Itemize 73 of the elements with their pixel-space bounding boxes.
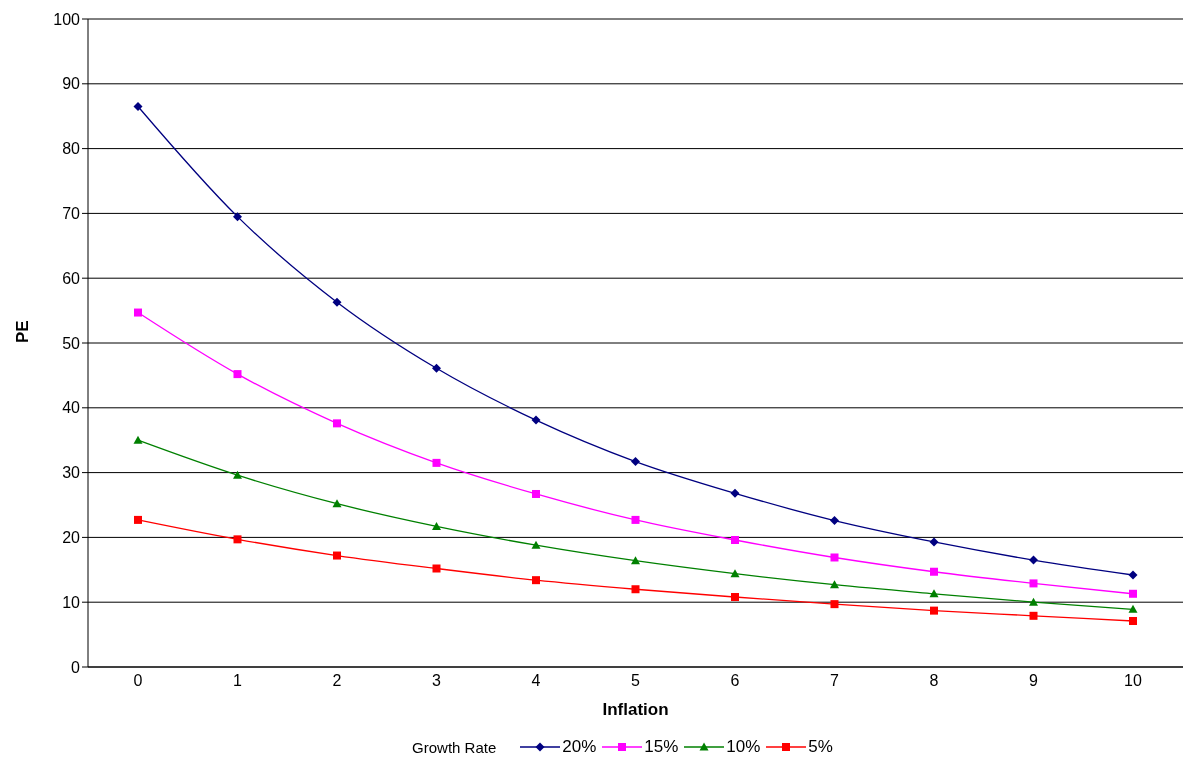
- point: [532, 576, 540, 585]
- x-tick-label: 8: [929, 672, 939, 690]
- point: [930, 606, 938, 615]
- point: [133, 101, 143, 111]
- point: [1128, 570, 1138, 580]
- point: [1029, 611, 1038, 620]
- x-tick-label: 0: [133, 672, 143, 690]
- point: [333, 551, 341, 560]
- y-tick-label: 20: [62, 529, 81, 547]
- point: [1129, 616, 1137, 625]
- x-tick-label: 10: [1124, 672, 1142, 690]
- point: [1029, 597, 1038, 606]
- point: [1029, 555, 1038, 565]
- y-tick-label: 90: [62, 75, 81, 93]
- point: [432, 564, 441, 573]
- point: [830, 516, 839, 526]
- point: [1128, 604, 1138, 613]
- y-tick-label: 10: [62, 593, 81, 611]
- point: [929, 589, 939, 598]
- point: [631, 515, 640, 524]
- x-tick-label: 1: [233, 672, 243, 690]
- point: [233, 212, 242, 222]
- point: [233, 370, 242, 379]
- point: [830, 580, 839, 589]
- point: [730, 569, 740, 578]
- x-tick-label: 6: [730, 672, 740, 690]
- y-tick-label: 50: [62, 334, 81, 352]
- legend-label: 20%: [562, 737, 597, 757]
- x-tick-label: 2: [332, 672, 342, 690]
- x-tick-label: 7: [830, 672, 840, 690]
- point: [929, 537, 939, 547]
- y-axis-title: PE: [13, 320, 33, 343]
- point: [830, 553, 839, 562]
- legend-title: Growth Rate: [412, 738, 497, 756]
- x-axis-title: Inflation: [602, 700, 669, 719]
- point: [631, 457, 640, 467]
- point: [233, 470, 242, 479]
- y-tick-label: 100: [53, 10, 81, 28]
- point: [531, 415, 541, 425]
- y-tick-label: 40: [62, 399, 81, 417]
- point: [134, 515, 142, 524]
- point: [532, 489, 540, 498]
- x-tick-label: 9: [1029, 672, 1039, 690]
- point: [631, 585, 640, 594]
- point: [531, 540, 541, 549]
- legend-label: 5%: [808, 737, 833, 757]
- x-tick-label: 4: [531, 672, 541, 690]
- point: [730, 488, 740, 498]
- point: [1029, 579, 1038, 588]
- point: [134, 308, 142, 317]
- point: [332, 499, 342, 508]
- point: [830, 600, 839, 609]
- point: [432, 458, 441, 467]
- point: [1129, 589, 1137, 598]
- x-tick-label: 5: [631, 672, 641, 690]
- y-tick-label: 60: [62, 269, 81, 287]
- x-tick-label: 3: [432, 672, 442, 690]
- point: [432, 521, 441, 530]
- point: [133, 435, 143, 444]
- point: [332, 297, 342, 307]
- legend-label: 10%: [726, 737, 761, 757]
- point: [930, 567, 938, 576]
- point: [432, 363, 441, 373]
- point: [233, 535, 242, 544]
- y-tick-label: 80: [62, 140, 81, 158]
- point: [631, 556, 640, 565]
- y-tick-label: 0: [71, 658, 81, 676]
- point: [731, 593, 739, 602]
- y-tick-label: 70: [62, 205, 81, 223]
- legend-label: 15%: [644, 737, 679, 757]
- point: [731, 535, 739, 544]
- y-tick-label: 30: [62, 464, 81, 482]
- point: [333, 419, 341, 428]
